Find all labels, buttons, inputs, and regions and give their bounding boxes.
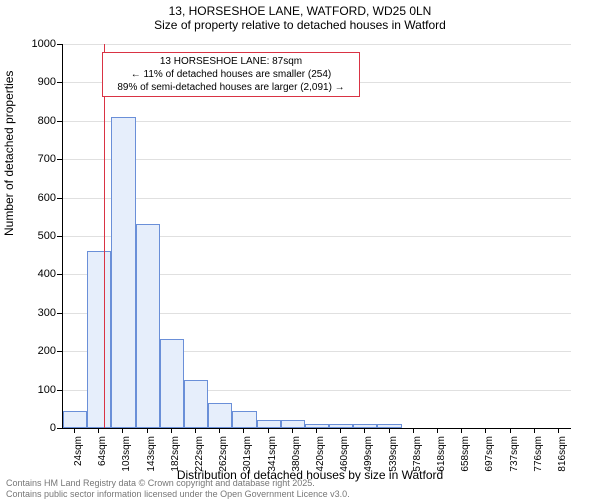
y-axis-label: Number of detached properties xyxy=(2,71,16,236)
gridline xyxy=(63,159,571,160)
histogram-bar xyxy=(353,424,377,428)
annotation-line3: 89% of semi-detached houses are larger (… xyxy=(107,81,355,94)
y-tick-label: 900 xyxy=(16,77,56,88)
x-tick-mark xyxy=(534,428,535,433)
footer-line1: Contains HM Land Registry data © Crown c… xyxy=(6,478,350,489)
x-tick-mark xyxy=(268,428,269,433)
histogram-bar xyxy=(63,411,87,428)
x-tick-label: 222sqm xyxy=(195,436,205,476)
chart-title-block: 13, HORSESHOE LANE, WATFORD, WD25 0LN Si… xyxy=(0,4,600,32)
x-tick-label: 103sqm xyxy=(122,436,132,476)
x-tick-label: 301sqm xyxy=(243,436,253,476)
x-tick-label: 697sqm xyxy=(485,436,495,476)
x-tick-label: 737sqm xyxy=(510,436,520,476)
y-tick-mark xyxy=(57,351,62,352)
gridline xyxy=(63,198,571,199)
x-tick-label: 420sqm xyxy=(316,436,326,476)
x-tick-label: 380sqm xyxy=(292,436,302,476)
x-tick-label: 460sqm xyxy=(340,436,350,476)
x-tick-mark xyxy=(558,428,559,433)
x-tick-mark xyxy=(243,428,244,433)
histogram-bar xyxy=(184,380,208,428)
x-tick-label: 182sqm xyxy=(171,436,181,476)
x-tick-label: 64sqm xyxy=(98,436,108,476)
y-tick-label: 600 xyxy=(16,193,56,204)
y-tick-mark xyxy=(57,313,62,314)
histogram-bar xyxy=(87,251,111,428)
y-tick-mark xyxy=(57,159,62,160)
x-tick-label: 539sqm xyxy=(389,436,399,476)
histogram-bar xyxy=(208,403,232,428)
y-tick-mark xyxy=(57,121,62,122)
chart-title-line1: 13, HORSESHOE LANE, WATFORD, WD25 0LN xyxy=(0,4,600,18)
y-tick-mark xyxy=(57,274,62,275)
x-tick-mark xyxy=(461,428,462,433)
reference-line xyxy=(104,44,105,428)
footer-line2: Contains public sector information licen… xyxy=(6,489,350,500)
x-tick-label: 816sqm xyxy=(558,436,568,476)
x-tick-mark xyxy=(195,428,196,433)
plot-area xyxy=(62,44,571,429)
x-tick-mark xyxy=(98,428,99,433)
x-tick-mark xyxy=(510,428,511,433)
y-tick-label: 400 xyxy=(16,269,56,280)
y-tick-mark xyxy=(57,198,62,199)
footer-credits: Contains HM Land Registry data © Crown c… xyxy=(6,478,350,500)
x-tick-mark xyxy=(147,428,148,433)
x-tick-label: 143sqm xyxy=(147,436,157,476)
histogram-bar xyxy=(160,339,184,428)
x-tick-label: 776sqm xyxy=(534,436,544,476)
annotation-box: 13 HORSESHOE LANE: 87sqm ← 11% of detach… xyxy=(102,52,360,97)
x-tick-label: 341sqm xyxy=(268,436,278,476)
y-tick-label: 100 xyxy=(16,385,56,396)
chart-title-line2: Size of property relative to detached ho… xyxy=(0,18,600,32)
annotation-line2: ← 11% of detached houses are smaller (25… xyxy=(107,68,355,81)
y-tick-label: 300 xyxy=(16,308,56,319)
y-tick-mark xyxy=(57,428,62,429)
x-tick-mark xyxy=(437,428,438,433)
x-tick-mark xyxy=(219,428,220,433)
x-tick-mark xyxy=(292,428,293,433)
y-tick-label: 1000 xyxy=(16,39,56,50)
x-tick-mark xyxy=(171,428,172,433)
x-tick-label: 262sqm xyxy=(219,436,229,476)
y-tick-label: 200 xyxy=(16,346,56,357)
y-tick-mark xyxy=(57,390,62,391)
histogram-bar xyxy=(136,224,160,428)
x-tick-label: 578sqm xyxy=(413,436,423,476)
x-tick-label: 658sqm xyxy=(461,436,471,476)
x-tick-mark xyxy=(122,428,123,433)
y-tick-mark xyxy=(57,82,62,83)
y-tick-mark xyxy=(57,236,62,237)
annotation-line1: 13 HORSESHOE LANE: 87sqm xyxy=(107,55,355,68)
y-tick-label: 500 xyxy=(16,231,56,242)
histogram-bar xyxy=(232,411,256,428)
x-tick-mark xyxy=(74,428,75,433)
x-tick-mark xyxy=(364,428,365,433)
x-tick-mark xyxy=(389,428,390,433)
x-tick-mark xyxy=(485,428,486,433)
x-tick-label: 24sqm xyxy=(74,436,84,476)
y-tick-mark xyxy=(57,44,62,45)
histogram-bar xyxy=(281,420,305,428)
x-tick-mark xyxy=(316,428,317,433)
y-tick-label: 700 xyxy=(16,154,56,165)
x-tick-label: 618sqm xyxy=(437,436,447,476)
x-tick-label: 499sqm xyxy=(364,436,374,476)
x-tick-mark xyxy=(413,428,414,433)
histogram-bar xyxy=(111,117,135,428)
histogram-bar xyxy=(329,424,353,428)
gridline xyxy=(63,44,571,45)
y-tick-label: 0 xyxy=(16,423,56,434)
x-tick-mark xyxy=(340,428,341,433)
y-tick-label: 800 xyxy=(16,116,56,127)
histogram-bar xyxy=(377,424,401,428)
gridline xyxy=(63,121,571,122)
histogram-bar xyxy=(257,420,281,428)
